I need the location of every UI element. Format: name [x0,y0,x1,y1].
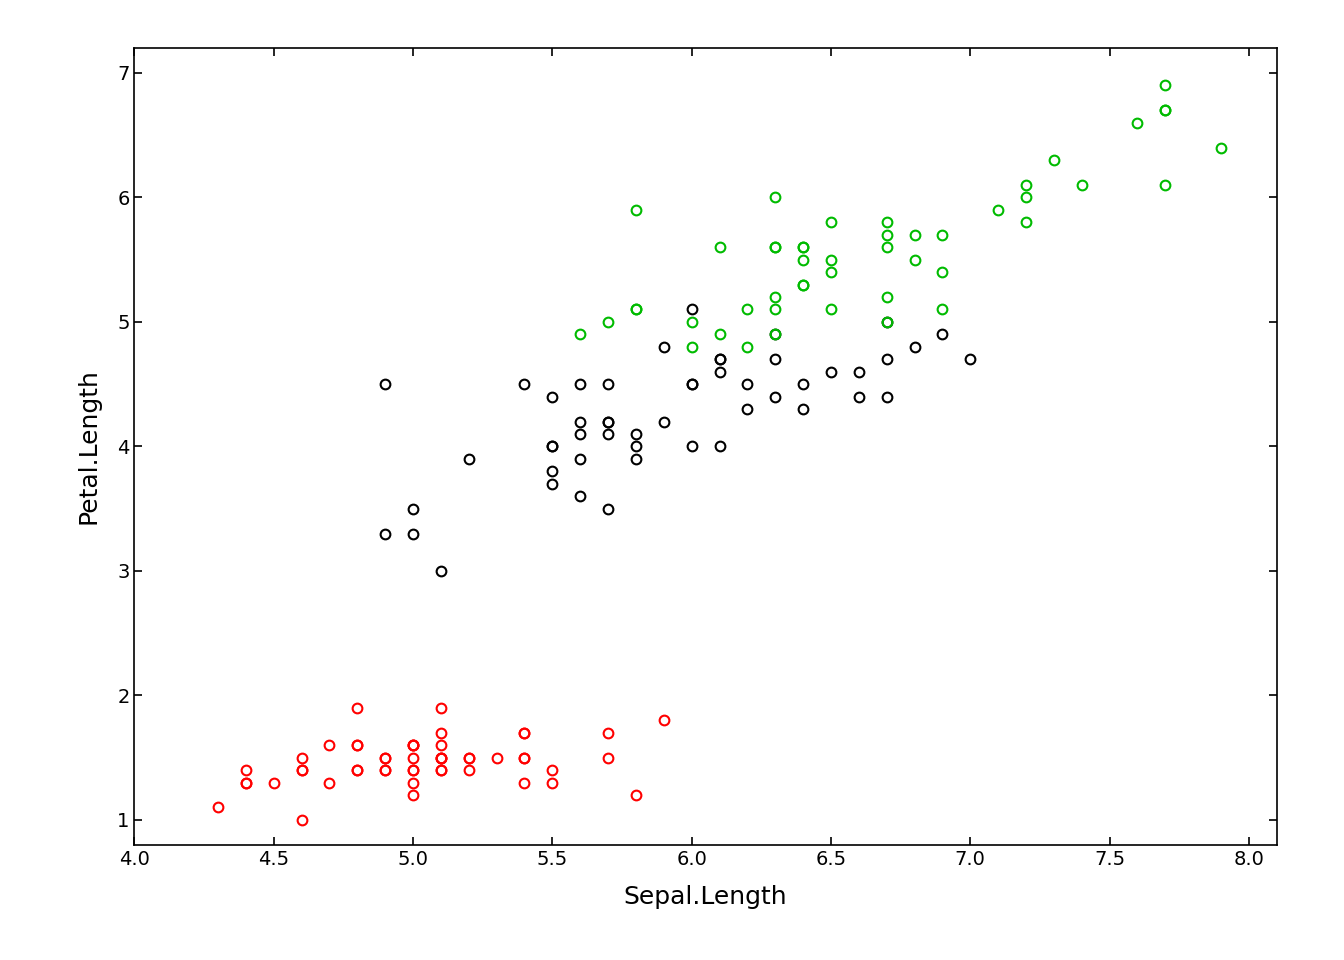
Y-axis label: Petal.Length: Petal.Length [77,369,101,524]
X-axis label: Sepal.Length: Sepal.Length [624,885,788,909]
